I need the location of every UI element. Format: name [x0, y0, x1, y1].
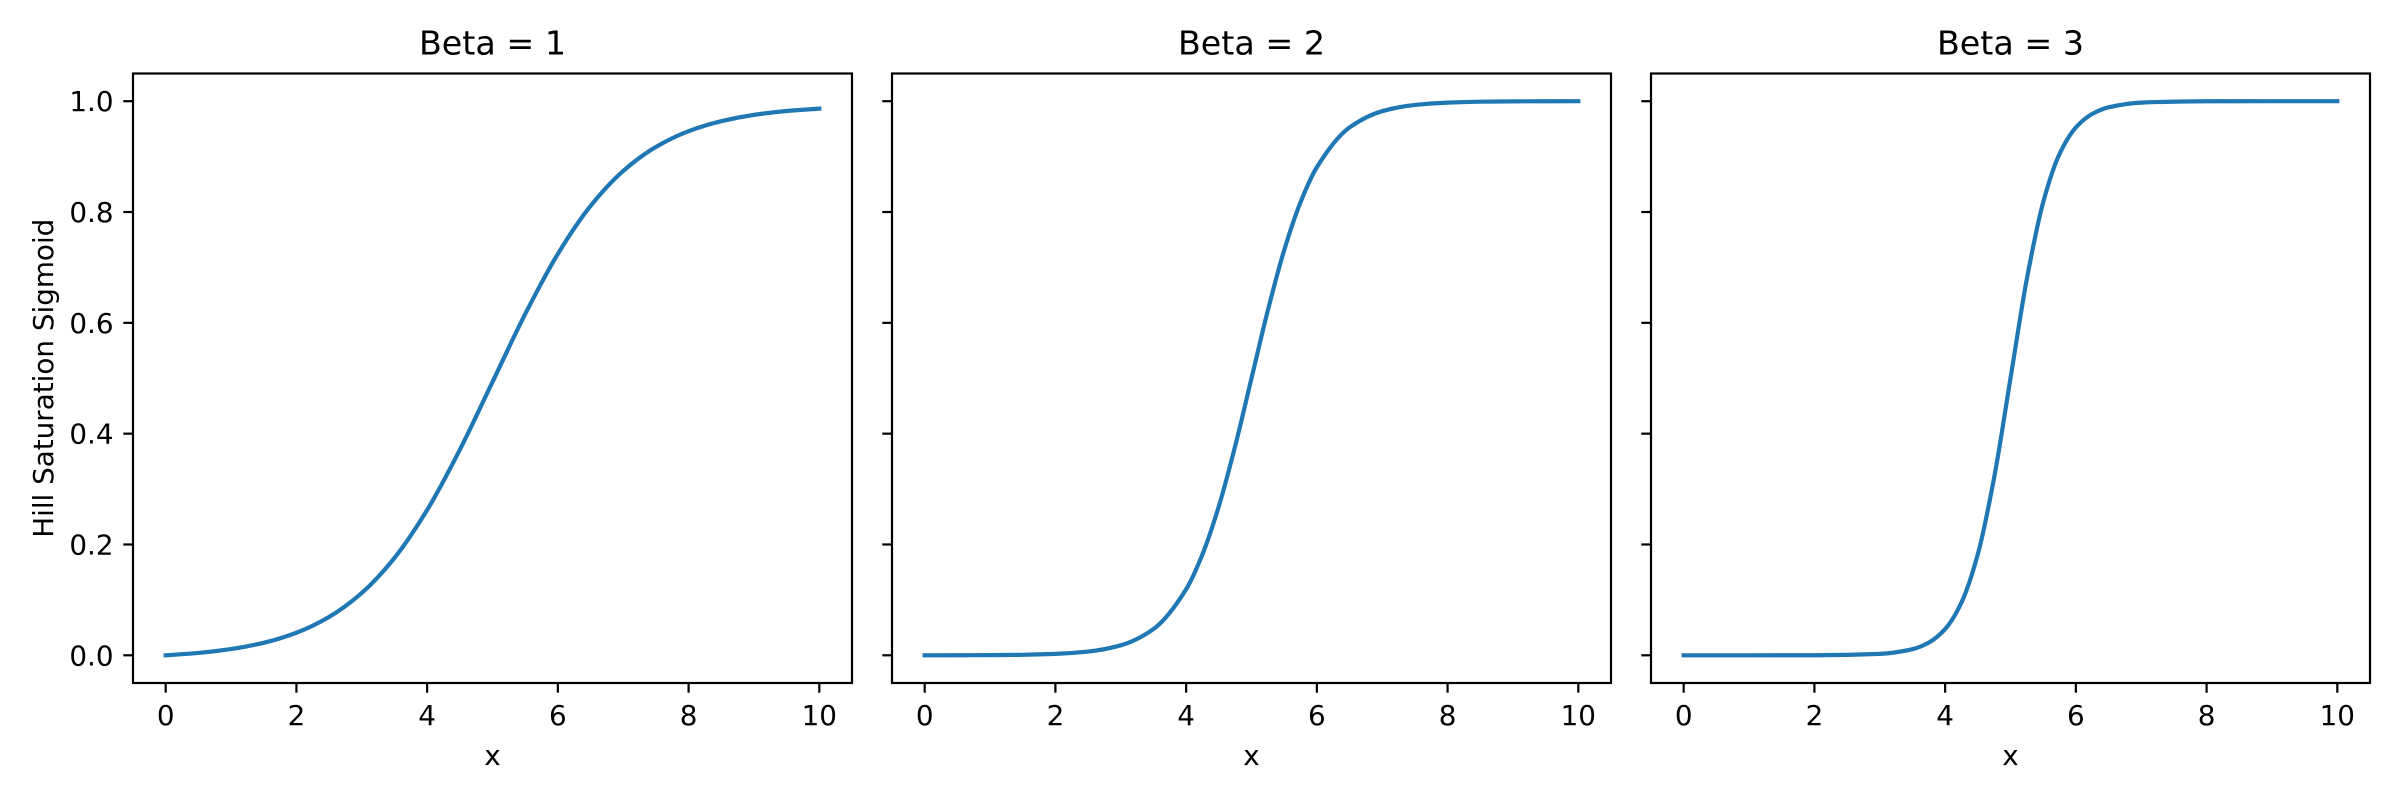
x-tick-label: 2 [1806, 699, 1824, 732]
y-tick-label: 0.0 [69, 639, 113, 672]
subplot-title: Beta = 1 [419, 24, 566, 63]
subplot-1: 0 2 4 6 8 10 0.0 0.2 0.4 0.6 0.8 1.0 Beta = 1 x Hill S… [27, 24, 854, 772]
axes-frame [131, 72, 854, 685]
subplot-title: Beta = 2 [1178, 24, 1325, 63]
x-tick-label: 4 [418, 699, 436, 732]
series-line [922, 99, 1581, 658]
y-tick-label: 0.8 [69, 196, 113, 229]
x-tick-label: 10 [2320, 699, 2355, 732]
x-tick-label: 8 [1439, 699, 1457, 732]
x-tick-label: 10 [1561, 699, 1596, 732]
series-line [163, 106, 822, 658]
x-tick-label: 6 [1308, 699, 1326, 732]
x-tick-label: 6 [2067, 699, 2085, 732]
axes-frame [890, 72, 1613, 685]
x-tick-label: 0 [1675, 699, 1693, 732]
x-tick-label: 4 [1936, 699, 1954, 732]
y-tick-label: 1.0 [69, 85, 113, 118]
x-axis-label: x [484, 739, 500, 772]
x-tick-label: 0 [157, 699, 175, 732]
y-axis-label: Hill Saturation Sigmoid [27, 219, 60, 538]
subplot-3: 0 2 4 6 8 10 Beta = 3 x [1641, 24, 2372, 772]
x-tick-label: 0 [916, 699, 934, 732]
y-tick-label: 0.4 [69, 418, 113, 451]
x-axis-label: x [1243, 739, 1259, 772]
y-tick-label: 0.6 [69, 307, 113, 340]
x-tick-label: 4 [1177, 699, 1195, 732]
x-tick-label: 8 [680, 699, 698, 732]
x-tick-label: 8 [2198, 699, 2216, 732]
axes-frame [1649, 72, 2372, 685]
subplot-2: 0 2 4 6 8 10 Beta = 2 x [882, 24, 1613, 772]
subplot-title: Beta = 3 [1937, 24, 2084, 63]
y-tick-label: 0.2 [69, 528, 113, 561]
x-tick-label: 6 [549, 699, 567, 732]
x-axis-label: x [2002, 739, 2018, 772]
x-tick-label: 2 [288, 699, 306, 732]
x-tick-label: 2 [1047, 699, 1065, 732]
series-line [1681, 99, 2340, 658]
x-tick-label: 10 [802, 699, 837, 732]
